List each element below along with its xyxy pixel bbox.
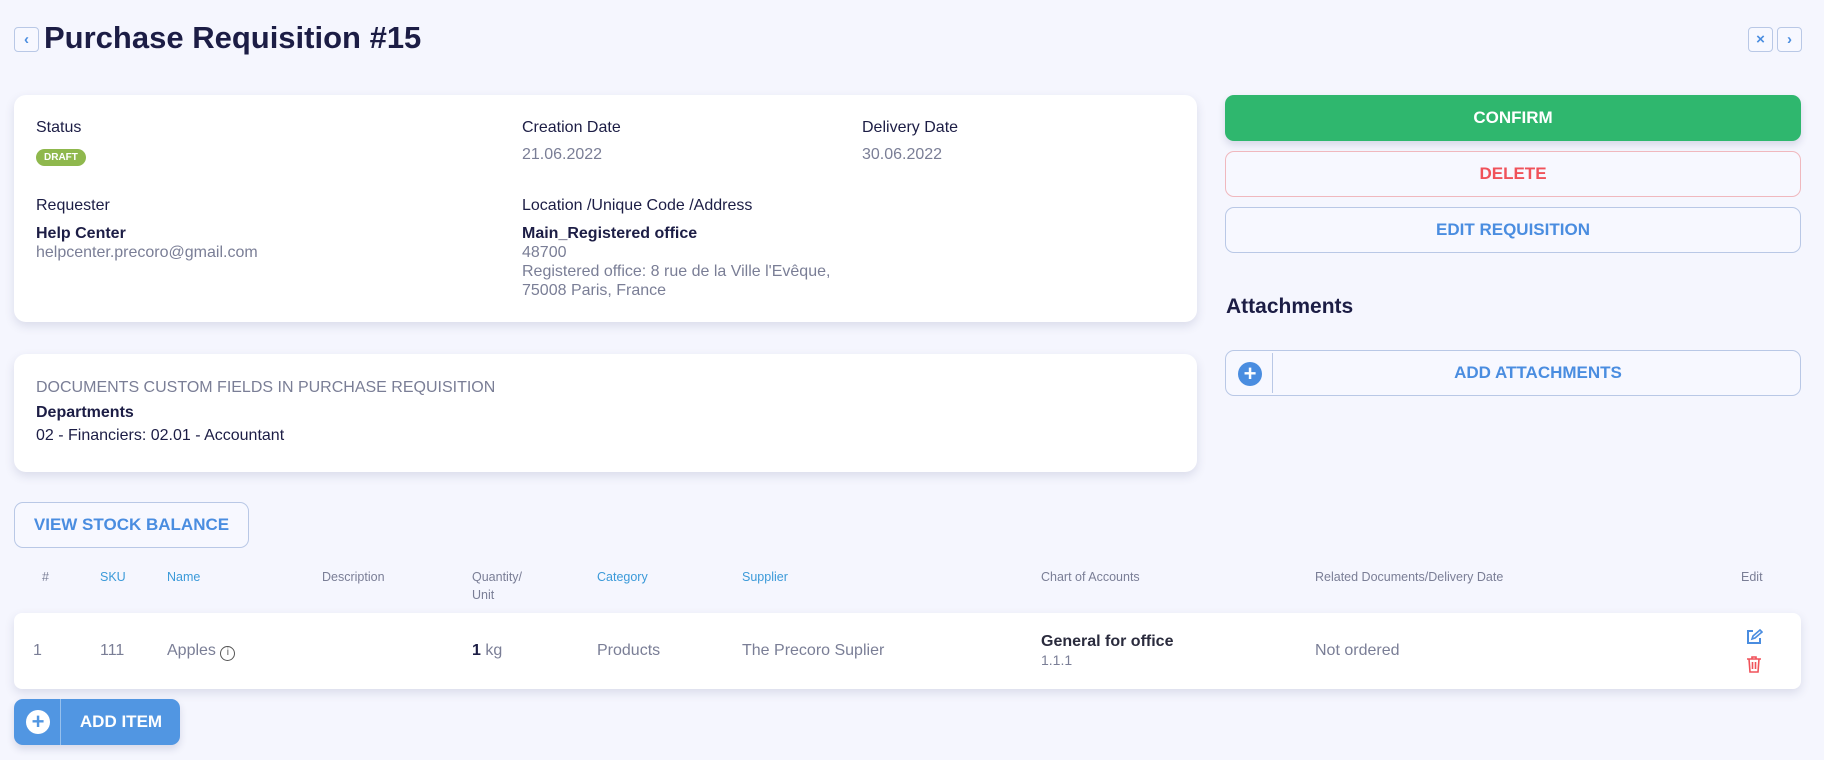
departments-label: Departments [36,404,134,421]
view-stock-balance-button[interactable]: VIEW STOCK BALANCE [14,502,249,548]
status-badge: DRAFT [36,149,86,166]
requester-email: helpcenter.precoro@gmail.com [36,244,258,261]
details-card [14,95,1197,322]
info-icon[interactable]: i [220,646,236,661]
delete-button[interactable]: DELETE [1225,151,1801,197]
row-name: Apples i [167,642,236,661]
custom-fields-title: DOCUMENTS CUSTOM FIELDS IN PURCHASE REQU… [36,379,496,396]
row-quantity: 1 kg [472,642,502,660]
col-quantity: Quantity/Unit [472,568,522,604]
col-description: Description [322,570,385,584]
table-row [14,613,1801,689]
col-sku[interactable]: SKU [100,570,126,584]
status-label: Status [36,119,82,136]
trash-icon[interactable] [1746,655,1762,673]
row-chart-name: General for office [1041,633,1174,650]
plus-circle-icon: + [26,710,50,734]
plus-circle-icon: + [1238,362,1262,386]
col-related-documents: Related Documents/Delivery Date [1315,570,1504,584]
page-title: Purchase Requisition #15 [44,20,422,55]
edit-icon[interactable] [1745,628,1763,646]
add-attachments-label: ADD ATTACHMENTS [1454,363,1622,382]
departments-value: 02 - Financiers: 02.01 - Accountant [36,427,285,444]
location-code: 48700 [522,244,567,261]
chevron-right-icon: › [1787,31,1792,48]
attachments-heading: Attachments [1226,295,1354,318]
row-chart-code: 1.1.1 [1041,652,1073,668]
row-num: 1 [33,642,42,659]
delivery-date-label: Delivery Date [862,119,959,136]
divider [1272,353,1273,393]
close-icon: × [1756,31,1765,48]
address-line1: Registered office: 8 rue de la Ville l'E… [522,263,831,280]
row-category: Products [597,642,661,659]
col-edit: Edit [1741,570,1763,584]
confirm-button[interactable]: CONFIRM [1225,95,1801,141]
requester-name: Help Center [36,225,126,242]
col-name[interactable]: Name [167,570,201,584]
location-name: Main_Registered office [522,225,698,242]
delivery-date-value: 30.06.2022 [862,146,943,163]
divider [60,699,61,745]
row-supplier: The Precoro Suplier [742,642,885,659]
row-sku: 111 [100,642,125,659]
creation-date-label: Creation Date [522,119,621,136]
col-unit-label: Unit [472,588,495,602]
address-line2: 75008 Paris, France [522,282,667,299]
next-button[interactable]: › [1777,27,1802,52]
row-quantity-value: 1 [472,642,481,659]
row-name-text: Apples [167,642,216,659]
col-chart-of-accounts: Chart of Accounts [1041,570,1140,584]
creation-date-value: 21.06.2022 [522,146,603,163]
close-button[interactable]: × [1748,27,1773,52]
add-item-label: ADD ITEM [79,712,163,731]
row-related: Not ordered [1315,642,1400,659]
col-num: # [42,570,49,584]
row-unit: kg [485,642,503,659]
add-item-button[interactable]: + ADD ITEM [14,699,180,745]
location-label: Location /Unique Code /Address [522,197,753,214]
edit-requisition-button[interactable]: EDIT REQUISITION [1225,207,1801,253]
col-quantity-label: Quantity/ [472,570,523,584]
col-category[interactable]: Category [597,570,648,584]
back-button[interactable]: ‹ [14,27,39,52]
col-supplier[interactable]: Supplier [742,570,788,584]
chevron-left-icon: ‹ [24,31,29,48]
custom-fields-card [14,354,1197,472]
add-attachments-button[interactable]: + ADD ATTACHMENTS [1225,350,1801,396]
requester-label: Requester [36,197,110,214]
